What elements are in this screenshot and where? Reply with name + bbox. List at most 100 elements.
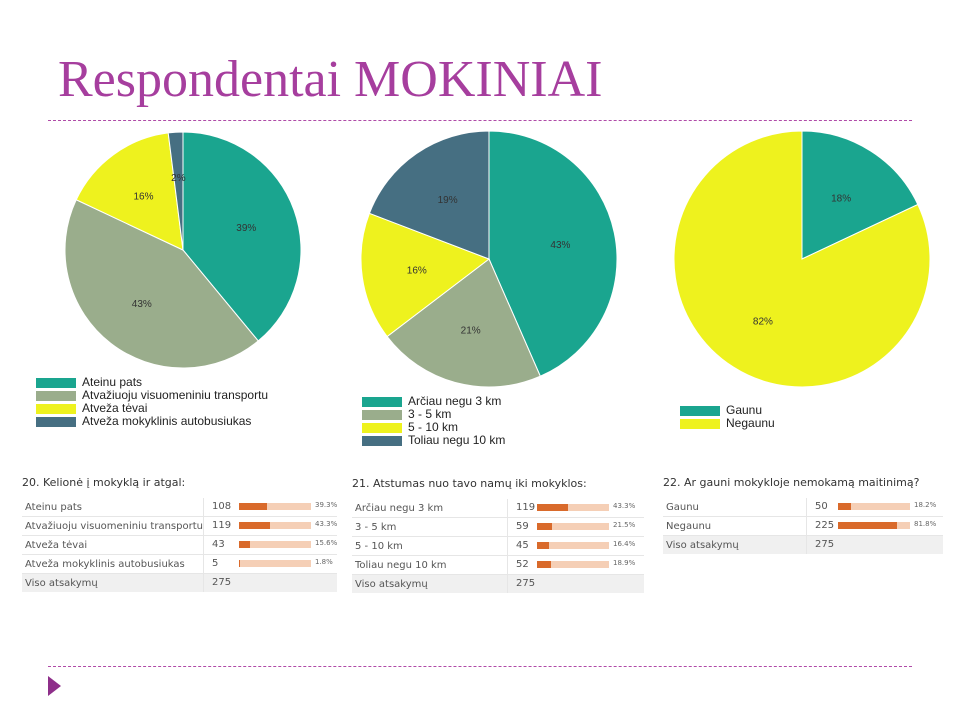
next-slide-arrow-icon[interactable] (48, 676, 61, 696)
pie-slice (368, 130, 490, 260)
total-label: Viso atsakymų (666, 539, 739, 551)
slice-label: 16% (133, 192, 153, 203)
question-title: 21. Atstumas nuo tavo namų iki mokyklos: (352, 477, 587, 490)
legend-swatch (36, 377, 76, 388)
row-count: 45 (507, 537, 537, 555)
legend-item: Toliau negu 10 km (362, 434, 505, 447)
row-percent: 18.9% (613, 559, 636, 567)
row-percent: 15.6% (315, 539, 338, 547)
row-count: 52 (507, 556, 537, 574)
row-label: Arčiau negu 3 km (355, 502, 444, 514)
bar-track (537, 542, 609, 549)
row-label: Atveža mokyklinis autobusiukas (25, 558, 185, 570)
row-percent: 43.3% (315, 520, 338, 528)
bar-fill (838, 503, 852, 510)
bar-track (537, 561, 609, 568)
row-percent: 16.4% (613, 540, 636, 548)
row-count: 225 (806, 517, 838, 535)
top-divider (48, 120, 912, 121)
row-count: 5 (203, 555, 239, 573)
pie-chart-free-meals: 18% 82% (672, 128, 934, 390)
legend-label: Arčiau negu 3 km (408, 394, 502, 408)
legend-item: Gaunu (680, 404, 775, 417)
table-row: Arčiau negu 3 km 119 43.3% (352, 499, 644, 518)
table-row: Gaunu 50 18.2% (663, 498, 943, 517)
bar-fill (537, 542, 549, 549)
legend-swatch (36, 416, 76, 427)
bar-track (239, 522, 311, 529)
legend-swatch (362, 409, 402, 420)
legend-label: Gaunu (726, 403, 763, 417)
table-row: 5 - 10 km 45 16.4% (352, 537, 644, 556)
row-label: Negaunu (666, 520, 712, 532)
table-body: Arčiau negu 3 km 119 43.3% 3 - 5 km 59 21.5% 5… (352, 499, 644, 593)
row-label: Toliau negu 10 km (355, 559, 447, 571)
row-percent: 43.3% (613, 502, 636, 510)
row-bar: 16.4% (537, 537, 649, 555)
table-total-row: Viso atsakymų 275 (663, 536, 943, 554)
total-count: 275 (203, 574, 239, 592)
legend-item: 3 - 5 km (362, 408, 505, 421)
table-row: Atvažiuoju visuomeniniu transportu 119 43.… (22, 517, 337, 536)
row-label: 5 - 10 km (355, 540, 403, 552)
bar-track (838, 503, 910, 510)
bar-track (239, 560, 311, 567)
row-bar: 81.8% (838, 517, 950, 535)
row-label: 3 - 5 km (355, 521, 397, 533)
row-bar: 43.3% (537, 499, 649, 517)
row-percent: 1.8% (315, 558, 333, 566)
row-label: Atveža tėvai (25, 539, 88, 551)
row-bar: 18.2% (838, 498, 950, 516)
row-label: Atvažiuoju visuomeniniu transportu (25, 520, 203, 532)
legend-item: Negaunu (680, 417, 775, 430)
row-percent: 39.3% (315, 501, 338, 509)
row-count: 43 (203, 536, 239, 554)
slide-title: Respondentai MOKINIAI (58, 51, 603, 108)
table-total-row: Viso atsakymų 275 (22, 574, 337, 592)
pie-chart-travel: 39% 43% 16% 2% (60, 128, 310, 378)
row-bar: 21.5% (537, 518, 649, 536)
pie-slice (673, 130, 931, 388)
table-row: Negaunu 225 81.8% (663, 517, 943, 536)
legend-label: Atveža mokyklinis autobusiukas (82, 414, 252, 428)
bottom-divider (48, 666, 912, 667)
legend-label: Atvažiuoju visuomeniniu transportu (82, 388, 269, 402)
bar-track (537, 523, 609, 530)
table-row: Atveža tėvai 43 15.6% (22, 536, 337, 555)
legend-item: Arčiau negu 3 km (362, 395, 505, 408)
row-count: 119 (507, 499, 537, 517)
results-table-travel: 20. Kelionė į mokyklą ir atgal: Ateinu p… (22, 476, 337, 592)
slice-label: 43% (550, 240, 570, 251)
row-percent: 81.8% (914, 520, 937, 528)
bar-fill (537, 523, 553, 530)
legend-item: 5 - 10 km (362, 421, 505, 434)
legend-item: Atveža tėvai (36, 402, 268, 415)
bar-fill (239, 522, 271, 529)
bar-fill (239, 503, 268, 510)
legend-swatch (680, 405, 720, 416)
legend-swatch (362, 435, 402, 446)
pie-slice (182, 131, 302, 342)
legend-item: Ateinu pats (36, 376, 268, 389)
legend-free-meals: Gaunu Negaunu (680, 404, 775, 430)
row-count: 59 (507, 518, 537, 536)
row-count: 50 (806, 498, 838, 516)
bar-fill (838, 522, 897, 529)
row-label: Gaunu (666, 501, 699, 513)
row-percent: 18.2% (914, 501, 937, 509)
slice-label: 2% (171, 173, 186, 184)
total-count: 275 (806, 536, 838, 554)
legend-swatch (680, 418, 720, 429)
table-total-row: Viso atsakymų 275 (352, 575, 644, 593)
legend-swatch (36, 403, 76, 414)
legend-label: Toliau negu 10 km (408, 433, 506, 447)
slice-label: 21% (461, 326, 481, 337)
pie-slice (167, 131, 184, 251)
slice-label: 19% (438, 195, 458, 206)
legend-distance: Arčiau negu 3 km 3 - 5 km 5 - 10 km Toli… (362, 395, 505, 447)
bar-fill (239, 541, 251, 548)
results-table-free-meals: 22. Ar gauni mokykloje nemokamą maitinim… (663, 476, 943, 554)
slice-label: 43% (132, 299, 152, 310)
table-row: Ateinu pats 108 39.3% (22, 498, 337, 517)
row-percent: 21.5% (613, 521, 636, 529)
